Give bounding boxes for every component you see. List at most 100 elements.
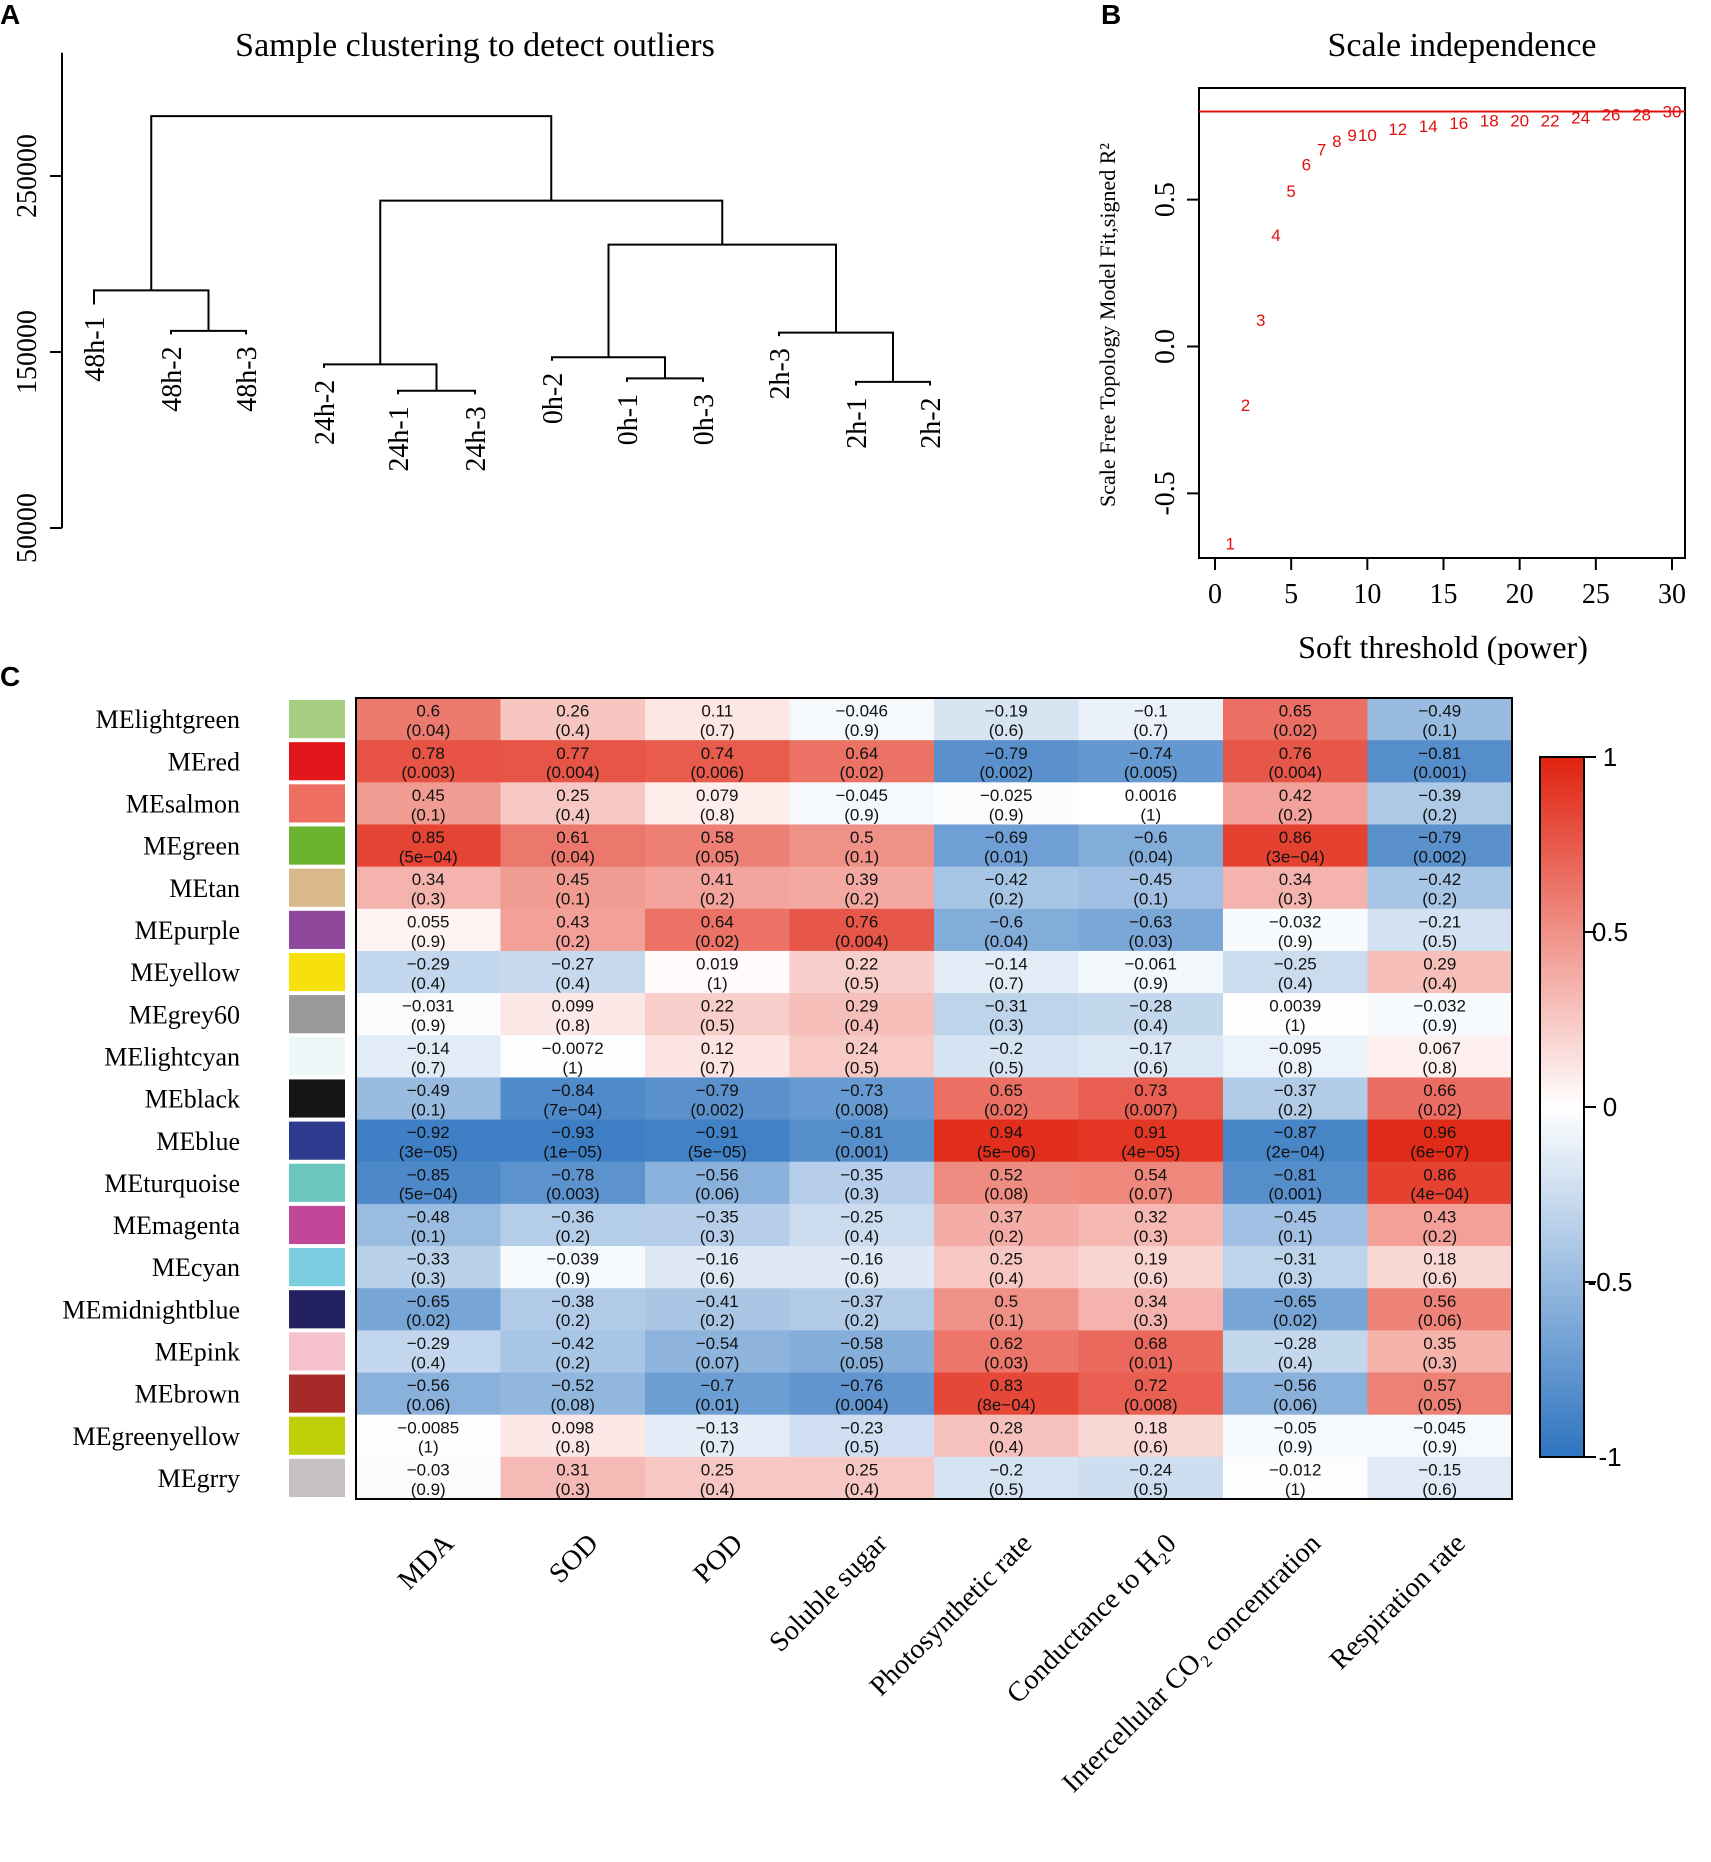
heatmap-cell [1367, 698, 1513, 741]
heatmap-pvalue: (1) [1285, 1016, 1306, 1035]
heatmap-pvalue: (0.6) [1422, 1480, 1457, 1499]
heatmap-correlation: 0.57 [1423, 1376, 1456, 1395]
legend-tick-label: 1 [1603, 742, 1617, 772]
heatmap-cell [500, 1288, 646, 1331]
heatmap-pvalue: (1) [1285, 1480, 1306, 1499]
heatmap-pvalue: (0.02) [1273, 721, 1317, 740]
heatmap-cell [500, 866, 646, 910]
heatmap-correlation: 0.96 [1423, 1123, 1456, 1142]
heatmap-correlation: −0.48 [407, 1207, 450, 1226]
heatmap-correlation: −0.65 [1274, 1292, 1317, 1311]
module-row-label: MElightgreen [96, 705, 240, 734]
heatmap-pvalue: (0.07) [1129, 1185, 1173, 1204]
heatmap-correlation: −0.79 [1418, 828, 1461, 847]
heatmap-cell [1078, 1077, 1224, 1121]
heatmap-pvalue: (0.3) [700, 1227, 735, 1246]
heatmap-correlation: 0.42 [1279, 786, 1312, 805]
heatmap-correlation: −0.7 [700, 1376, 734, 1395]
heatmap-cell [934, 1288, 1079, 1331]
heatmap-correlation: 0.62 [990, 1334, 1023, 1353]
heatmap-correlation: −0.012 [1269, 1460, 1321, 1479]
module-color-swatch [289, 1332, 345, 1371]
heatmap-pvalue: (0.7) [700, 721, 735, 740]
heatmap-pvalue: (0.3) [989, 1016, 1024, 1035]
heatmap-cell [934, 1161, 1079, 1205]
heatmap-correlation: 0.18 [1423, 1250, 1456, 1269]
heatmap-correlation: 0.25 [845, 1460, 878, 1479]
heatmap-cell [934, 1372, 1079, 1416]
heatmap-correlation: −0.41 [696, 1292, 739, 1311]
module-color-swatch [289, 910, 345, 949]
heatmap-cell [1223, 824, 1368, 868]
y-tick-label: 250000 [12, 134, 43, 218]
heatmap-cell [356, 1035, 501, 1078]
panel-a: A Sample clustering to detect outliers 5… [0, 0, 947, 563]
heatmap-cell [1078, 1119, 1224, 1163]
module-color-swatch [289, 952, 345, 992]
heatmap-cell [356, 1372, 501, 1416]
heatmap-correlation: 0.29 [1423, 955, 1456, 974]
heatmap-pvalue: (0.04) [1129, 847, 1173, 866]
heatmap-correlation: −0.025 [980, 786, 1032, 805]
heatmap-pvalue: (0.1) [989, 1311, 1024, 1330]
heatmap-correlation: −0.27 [551, 955, 594, 974]
heatmap-pvalue: (0.2) [555, 932, 590, 951]
heatmap-correlation: 0.35 [1423, 1334, 1456, 1353]
heatmap-pvalue: (0.4) [844, 1227, 879, 1246]
heatmap-pvalue: (0.2) [555, 1353, 590, 1372]
heatmap-correlation: −0.35 [696, 1207, 739, 1226]
heatmap-correlation: 0.37 [990, 1207, 1023, 1226]
module-color-swatch [289, 1458, 345, 1497]
heatmap-pvalue: (0.9) [555, 1269, 590, 1288]
heatmap-correlation: −0.37 [1274, 1081, 1317, 1100]
heatmap-cell [1223, 1035, 1368, 1078]
module-row-label: MEgreenyellow [72, 1422, 240, 1451]
heatmap-cell [1078, 1035, 1224, 1078]
heatmap-cell [1367, 1161, 1513, 1205]
heatmap-pvalue: (0.4) [555, 974, 590, 993]
power-point-label: 28 [1632, 105, 1651, 124]
x-tick-label: 25 [1582, 579, 1610, 610]
heatmap-pvalue: (0.4) [844, 1016, 879, 1035]
heatmap-cell [645, 1330, 790, 1374]
heatmap-correlation: 0.73 [1134, 1081, 1167, 1100]
heatmap-correlation: −0.14 [407, 1039, 450, 1058]
heatmap-pvalue: (0.9) [411, 1480, 446, 1499]
heatmap-cell [1223, 1414, 1368, 1458]
heatmap-correlation: 0.079 [696, 786, 739, 805]
heatmap-pvalue: (0.08) [984, 1185, 1028, 1204]
heatmap-cell [645, 1203, 790, 1247]
module-row-label: MEsalmon [126, 789, 240, 818]
heatmap-correlation: −0.74 [1129, 744, 1172, 763]
plot-frame [1198, 87, 1686, 559]
heatmap-cell [934, 1414, 1079, 1458]
heatmap-cell [645, 782, 790, 825]
heatmap-correlation: −0.36 [551, 1207, 594, 1226]
module-row-label: MEgrry [158, 1464, 240, 1493]
heatmap-pvalue: (0.1) [411, 805, 446, 824]
heatmap-correlation: 0.067 [1418, 1039, 1461, 1058]
heatmap-cell [1078, 824, 1224, 868]
module-color-swatch [289, 1163, 345, 1202]
heatmap-correlation: −0.65 [407, 1292, 450, 1311]
panel-c: C MElightgreen 0.6(0.04)0.26(0.4)0.11(0.7… [0, 661, 1632, 1799]
heatmap-cell [1367, 1246, 1513, 1289]
heatmap-pvalue: (0.4) [989, 1269, 1024, 1288]
heatmap-correlation: −0.05 [1274, 1418, 1317, 1437]
module-row-label: MEpurple [135, 916, 240, 945]
heatmap-cell [789, 1456, 935, 1500]
heatmap-correlation: −0.45 [1129, 870, 1172, 889]
heatmap-pvalue: (0.4) [555, 805, 590, 824]
dendrogram-leaf-label: 0h-2 [538, 373, 569, 424]
heatmap-pvalue: (0.6) [844, 1269, 879, 1288]
x-tick-label: 30 [1658, 579, 1686, 610]
module-color-swatch [289, 868, 345, 907]
heatmap-cell [356, 1330, 501, 1374]
heatmap-cell [1223, 950, 1368, 994]
heatmap-pvalue: (0.002) [690, 1100, 744, 1119]
heatmap-correlation: 0.25 [990, 1250, 1023, 1269]
x-tick-label: 15 [1430, 579, 1458, 610]
power-point-label: 26 [1602, 105, 1621, 124]
heatmap-cell [500, 698, 646, 741]
heatmap-cell [1078, 1288, 1224, 1331]
